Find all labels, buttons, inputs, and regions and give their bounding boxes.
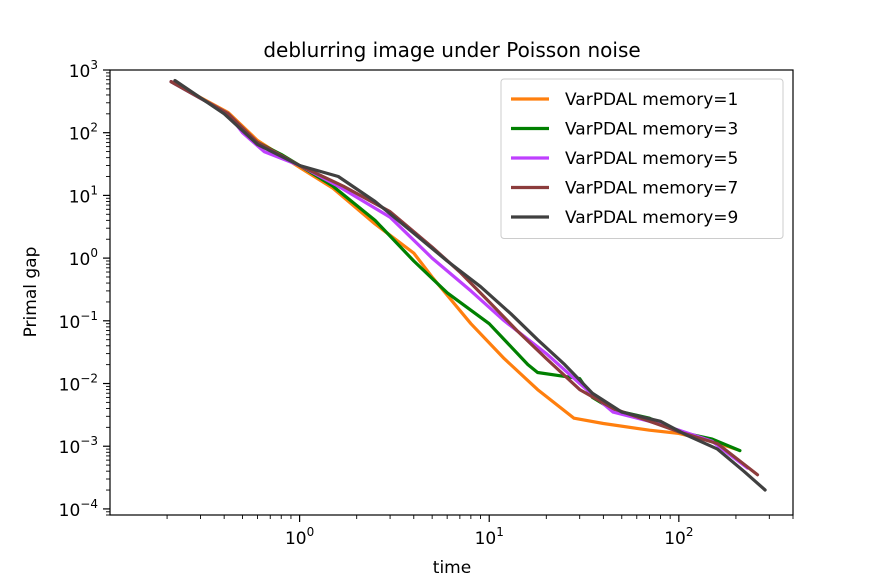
legend-box [500,78,784,239]
legend-label-2: VarPDAL memory=3 [565,120,738,140]
series-line-5 [173,78,767,492]
legend: VarPDAL memory=1 VarPDAL memory=3 VarPDAL … [500,78,784,239]
y-tick-label: 102 [69,121,98,145]
x-tick-label: 101 [475,525,504,549]
x-tick-label: 100 [285,525,314,549]
legend-label-3: VarPDAL memory=5 [565,149,738,169]
y-tick-label: 10−3 [59,434,98,458]
y-tick-label: 101 [69,183,98,207]
y-tick-label: 10−1 [59,309,98,333]
y-tick-label: 100 [69,246,98,270]
x-axis-title: time [433,558,471,578]
x-tick-label: 102 [664,525,693,549]
plot-frame [109,69,794,516]
y-axis-title: Primal gap [21,247,41,338]
plot-area: 100 101 102 10−4 10−3 10−2 10−1 100 101 102 103 [59,58,794,549]
y-tick-label: 103 [69,58,98,82]
legend-label-5: VarPDAL memory=9 [565,208,738,228]
y-tick-label: 10−4 [59,497,98,521]
legend-label-1: VarPDAL memory=1 [565,90,738,110]
y-tick-label: 10−2 [59,372,98,396]
chart-title: deblurring image under Poisson noise [263,38,640,62]
legend-label-4: VarPDAL memory=7 [565,179,738,199]
